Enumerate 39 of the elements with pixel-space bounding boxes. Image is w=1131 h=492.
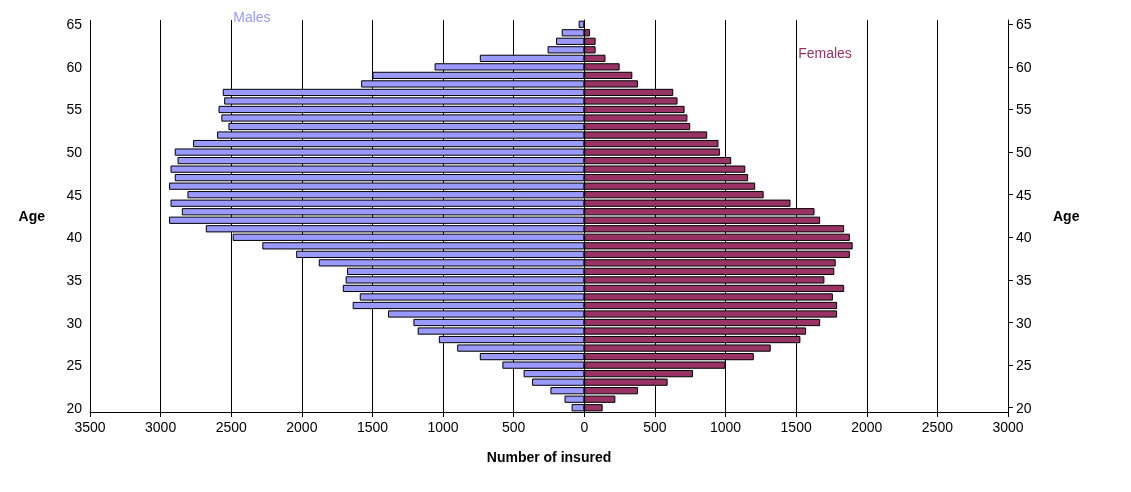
x-tick-label: 2000 bbox=[286, 419, 318, 435]
x-tick-label: 3000 bbox=[992, 419, 1024, 435]
y-tick-label: 45 bbox=[1016, 186, 1032, 203]
category-label: 60 bbox=[66, 58, 82, 75]
x-axis-title: Number of insured bbox=[486, 449, 612, 465]
category-label: 50 bbox=[66, 144, 82, 161]
x-tick-label: 500 bbox=[643, 419, 667, 435]
x-tick-label: 2500 bbox=[921, 419, 954, 435]
category-label: 20 bbox=[66, 399, 82, 416]
y-tick-label: 40 bbox=[1016, 229, 1032, 246]
y-tick-label: 35 bbox=[1016, 271, 1032, 288]
x-tick-label: 1000 bbox=[427, 419, 459, 435]
y-tick-label: 25 bbox=[1016, 357, 1032, 374]
y-tick-label: 55 bbox=[1016, 101, 1032, 118]
y-tick-label: 50 bbox=[1016, 144, 1032, 161]
x-tick-label: 2500 bbox=[215, 419, 248, 435]
x-tick-label: 1500 bbox=[780, 419, 812, 435]
text: Males bbox=[233, 9, 271, 26]
category-label: 40 bbox=[66, 229, 82, 246]
y-axis-title: Age bbox=[18, 208, 46, 224]
x-tick-label: 3500 bbox=[74, 419, 106, 435]
category-label: 35 bbox=[66, 271, 82, 288]
x-tick-label: 1500 bbox=[356, 419, 389, 435]
y-tick-label: 65 bbox=[1016, 16, 1032, 33]
x-tick-label: 500 bbox=[502, 419, 526, 435]
category-label: 55 bbox=[66, 101, 82, 118]
category-label: 30 bbox=[66, 314, 82, 331]
x-tick-label: 3000 bbox=[145, 419, 177, 435]
x-tick-label: 0 bbox=[580, 419, 589, 435]
y-tick-label: 30 bbox=[1016, 314, 1032, 331]
category-label: 45 bbox=[66, 186, 82, 203]
text: Females bbox=[798, 44, 852, 61]
x-tick-label: 2000 bbox=[851, 419, 883, 435]
y-tick-label: 60 bbox=[1016, 58, 1032, 75]
y2-axis-title: Age bbox=[1053, 208, 1080, 224]
y-tick-label: 20 bbox=[1016, 399, 1032, 416]
category-label: 65 bbox=[66, 16, 82, 33]
x-tick-label: 1000 bbox=[709, 419, 742, 435]
category-label: 25 bbox=[66, 357, 82, 374]
